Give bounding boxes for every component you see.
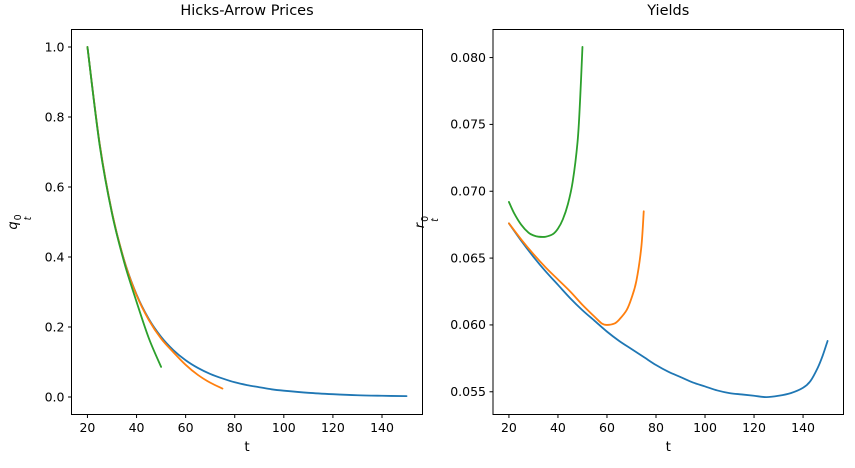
axes-spines <box>71 29 423 415</box>
y-axis: 0.055 0.060 0.065 0.070 0.075 0.080 <box>450 50 493 399</box>
y-axis-label-right-base: r <box>413 222 429 229</box>
y-tick-label: 0.060 <box>450 317 486 332</box>
x-tick-label: 40 <box>129 420 145 435</box>
y-tick-label: 0.055 <box>450 384 486 399</box>
y-axis-label-right-sub: t <box>430 218 441 222</box>
curve-blue <box>508 222 829 399</box>
x-axis-label-left: t <box>244 439 250 455</box>
y-axis: 0.0 0.2 0.4 0.6 0.8 1.0 <box>45 39 72 404</box>
curve-green <box>508 45 584 238</box>
y-tick-label: 0.6 <box>45 179 65 194</box>
x-tick-label: 100 <box>272 420 296 435</box>
subplot-yields: 20 40 60 80 100 120 1400.0550.0600.0650.0700.0… <box>450 29 844 435</box>
x-tick-label: 40 <box>550 420 566 435</box>
x-tick-label: 80 <box>227 420 243 435</box>
y-tick-label: 0.0 <box>45 389 65 404</box>
x-tick-label: 120 <box>742 420 766 435</box>
x-tick-label: 140 <box>370 420 394 435</box>
y-tick-label: 1.0 <box>45 39 65 54</box>
x-tick-label: 140 <box>791 420 815 435</box>
y-axis-label-left-sub: t <box>23 216 34 221</box>
y-tick-label: 0.075 <box>450 117 486 132</box>
x-tick-label: 100 <box>693 420 717 435</box>
curve-orange <box>508 210 645 326</box>
curve-green <box>86 46 162 368</box>
curve-orange <box>86 46 224 390</box>
y-tick-label: 0.8 <box>45 109 65 124</box>
y-tick-label: 0.070 <box>450 184 486 199</box>
x-axis: 20 40 60 80 100 120 140 <box>501 414 815 435</box>
plot-title-hicks-arrow-prices: Hicks-Arrow Prices <box>180 3 314 19</box>
x-tick-label: 20 <box>79 420 95 435</box>
x-tick-label: 20 <box>501 420 517 435</box>
y-tick-label: 0.065 <box>450 250 486 265</box>
plot-title-yields: Yields <box>647 3 690 19</box>
x-axis-label-right: t <box>665 439 671 455</box>
y-tick-label: 0.4 <box>45 249 65 264</box>
x-tick-label: 120 <box>321 420 345 435</box>
curve-blue <box>86 46 408 398</box>
axes-spines <box>492 29 844 415</box>
x-axis: 20 40 60 80 100 120 140 <box>79 414 394 435</box>
subplot-hicks-arrow-prices: 20 40 60 80 100 120 140 0.0 0.2 0.4 0.6 0.8 1.0 <box>45 29 423 435</box>
y-axis-label-left-base: q <box>6 221 22 230</box>
y-tick-label: 0.080 <box>450 50 486 65</box>
x-tick-label: 60 <box>599 420 615 435</box>
x-tick-label: 60 <box>178 420 194 435</box>
x-tick-label: 80 <box>648 420 664 435</box>
y-tick-label: 0.2 <box>45 319 65 334</box>
